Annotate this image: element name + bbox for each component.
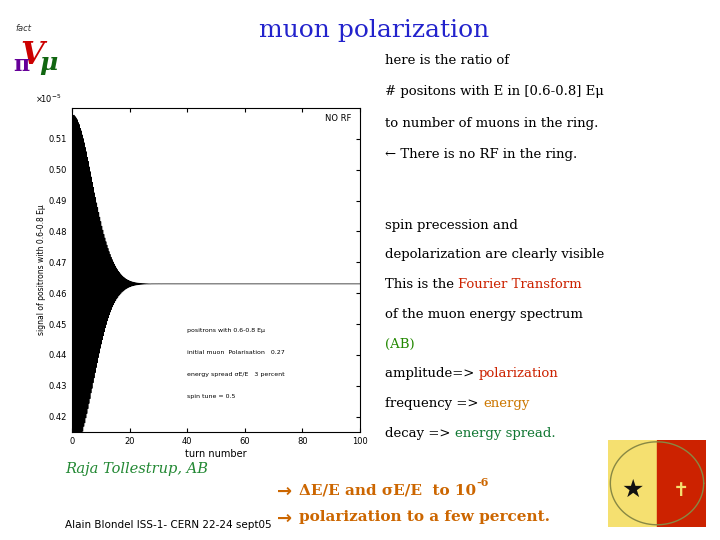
Text: spin tune = 0.5: spin tune = 0.5: [187, 394, 235, 400]
Text: energy: energy: [483, 397, 529, 410]
Text: amplitude=>: amplitude=>: [385, 367, 479, 380]
Text: Alain Blondel ISS-1- CERN 22-24 sept05: Alain Blondel ISS-1- CERN 22-24 sept05: [65, 520, 271, 530]
Text: polarization: polarization: [479, 367, 559, 380]
Text: μ: μ: [40, 51, 58, 75]
Text: spin precession and: spin precession and: [385, 219, 518, 232]
Text: decay =>: decay =>: [385, 427, 455, 440]
Text: here is the ratio of: here is the ratio of: [385, 54, 509, 67]
Text: positrons with 0.6-0.8 Eμ: positrons with 0.6-0.8 Eμ: [187, 328, 265, 333]
Text: $\times\!10^{-5}$: $\times\!10^{-5}$: [35, 92, 61, 105]
Text: V: V: [20, 40, 44, 71]
Text: ★: ★: [621, 478, 644, 502]
Text: polarization to a few percent.: polarization to a few percent.: [299, 510, 550, 524]
Text: muon polarization: muon polarization: [259, 19, 490, 42]
Y-axis label: signal of positrons with 0.6-0.8 Eμ: signal of positrons with 0.6-0.8 Eμ: [37, 205, 46, 335]
Text: Fourier Transform: Fourier Transform: [459, 278, 582, 291]
Text: to number of muons in the ring.: to number of muons in the ring.: [385, 117, 598, 130]
Text: energy spread σE/E   3 percent: energy spread σE/E 3 percent: [187, 373, 285, 377]
Text: ← There is no RF in the ring.: ← There is no RF in the ring.: [385, 148, 577, 161]
Text: energy spread.: energy spread.: [455, 427, 556, 440]
Text: of the muon energy spectrum: of the muon energy spectrum: [385, 308, 583, 321]
Text: depolarization are clearly visible: depolarization are clearly visible: [385, 248, 605, 261]
Text: ΔE/E and σE/E  to 10: ΔE/E and σE/E to 10: [299, 483, 476, 497]
Text: initial muon  Polarisation   0.27: initial muon Polarisation 0.27: [187, 350, 285, 355]
Text: (AB): (AB): [385, 338, 415, 350]
Text: fact: fact: [16, 24, 32, 33]
Bar: [657, 440, 706, 526]
X-axis label: turn number: turn number: [185, 449, 247, 458]
Text: NO RF: NO RF: [325, 114, 351, 124]
Text: -6: -6: [476, 477, 488, 488]
Text: →: →: [277, 483, 292, 501]
Text: frequency =>: frequency =>: [385, 397, 483, 410]
Text: # positons with E in [0.6-0.8] Eμ: # positons with E in [0.6-0.8] Eμ: [385, 85, 604, 98]
Text: →: →: [277, 510, 292, 528]
Text: ✝: ✝: [673, 481, 690, 500]
Text: This is the: This is the: [385, 278, 459, 291]
Text: π: π: [13, 54, 30, 76]
Text: Raja Tollestrup, AB: Raja Tollestrup, AB: [65, 462, 208, 476]
